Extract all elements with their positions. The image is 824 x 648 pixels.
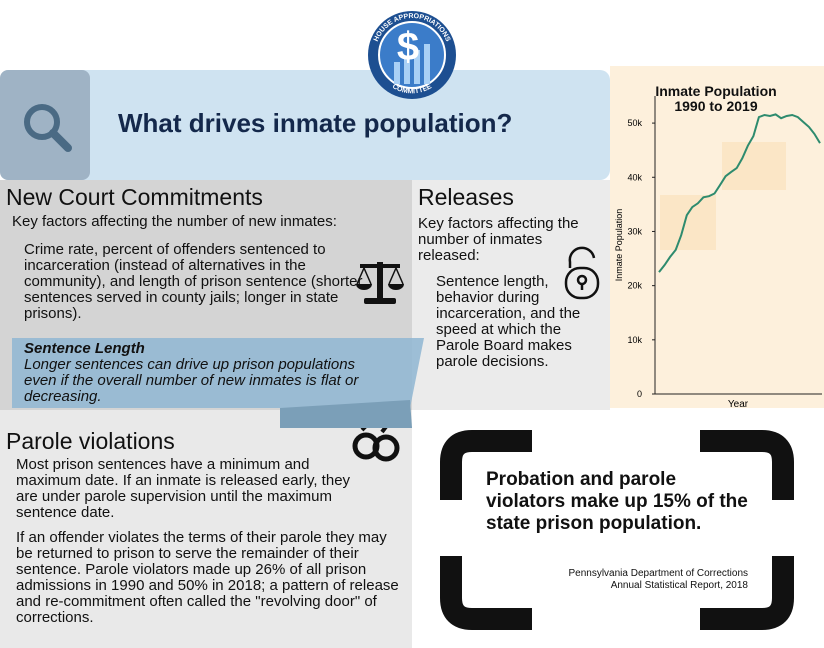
x-axis-label: Year <box>728 399 749 410</box>
chart-panel <box>610 66 824 408</box>
highlight <box>722 142 786 190</box>
section-body: Sentence length, behavior during incarce… <box>436 273 581 370</box>
y-tick-label: 20k <box>627 281 642 291</box>
y-axis-label: Inmate Population <box>614 209 624 282</box>
search-tile <box>0 70 90 180</box>
search-icon <box>49 129 72 152</box>
highlight <box>660 195 716 250</box>
quote-text: Probation and parole violators make up 1… <box>486 469 748 534</box>
quote-brackets <box>440 430 794 630</box>
header-band <box>0 70 610 180</box>
y-tick-label: 50k <box>627 118 642 128</box>
callout-box <box>12 338 424 408</box>
logo-bar <box>394 62 400 84</box>
y-tick-label: 40k <box>627 172 642 182</box>
logo-symbol: $ <box>397 25 419 69</box>
callout-tail <box>280 400 412 428</box>
search-icon <box>24 104 60 140</box>
section-intro: Key factors affecting the number of new … <box>12 213 337 230</box>
logo: $ HOUSE APPROPRIATIONS COMMITTEE <box>368 11 456 99</box>
y-tick-label: 30k <box>627 226 642 236</box>
releases-panel <box>412 180 610 410</box>
section-heading: Releases <box>418 184 514 210</box>
section-body: Crime rate, percent of offenders sentenc… <box>24 241 363 322</box>
handcuffs-icon <box>352 420 400 462</box>
page-title: What drives inmate population? <box>118 108 513 138</box>
source-line: Pennsylvania Department of Corrections <box>568 568 748 579</box>
parole-panel <box>0 410 412 648</box>
section-heading: Parole violations <box>6 428 175 454</box>
y-tick-label: 10k <box>627 335 642 345</box>
data-line <box>658 113 821 273</box>
paragraph: If an offender violates the terms of the… <box>16 529 399 626</box>
section-heading: New Court Commitments <box>6 184 263 210</box>
chart-title: Inmate Population 1990 to 2019 <box>655 83 777 114</box>
lock-icon <box>564 246 600 300</box>
scales-icon <box>356 262 404 304</box>
logo-bar <box>414 50 420 84</box>
callout-body: Longer sentences can drive up prison pop… <box>24 356 359 405</box>
callout-heading: Sentence Length <box>24 340 145 357</box>
logo-bar <box>424 44 430 84</box>
y-tick-label: 0 <box>637 389 642 399</box>
section-intro: Key factors affecting the number of inma… <box>418 215 579 264</box>
quote-source: Pennsylvania Department of Corrections A… <box>520 568 748 592</box>
logo-bar <box>404 56 410 84</box>
paragraph: Most prison sentences have a minimum and… <box>16 456 351 521</box>
source-line: Annual Statistical Report, 2018 <box>610 580 748 591</box>
